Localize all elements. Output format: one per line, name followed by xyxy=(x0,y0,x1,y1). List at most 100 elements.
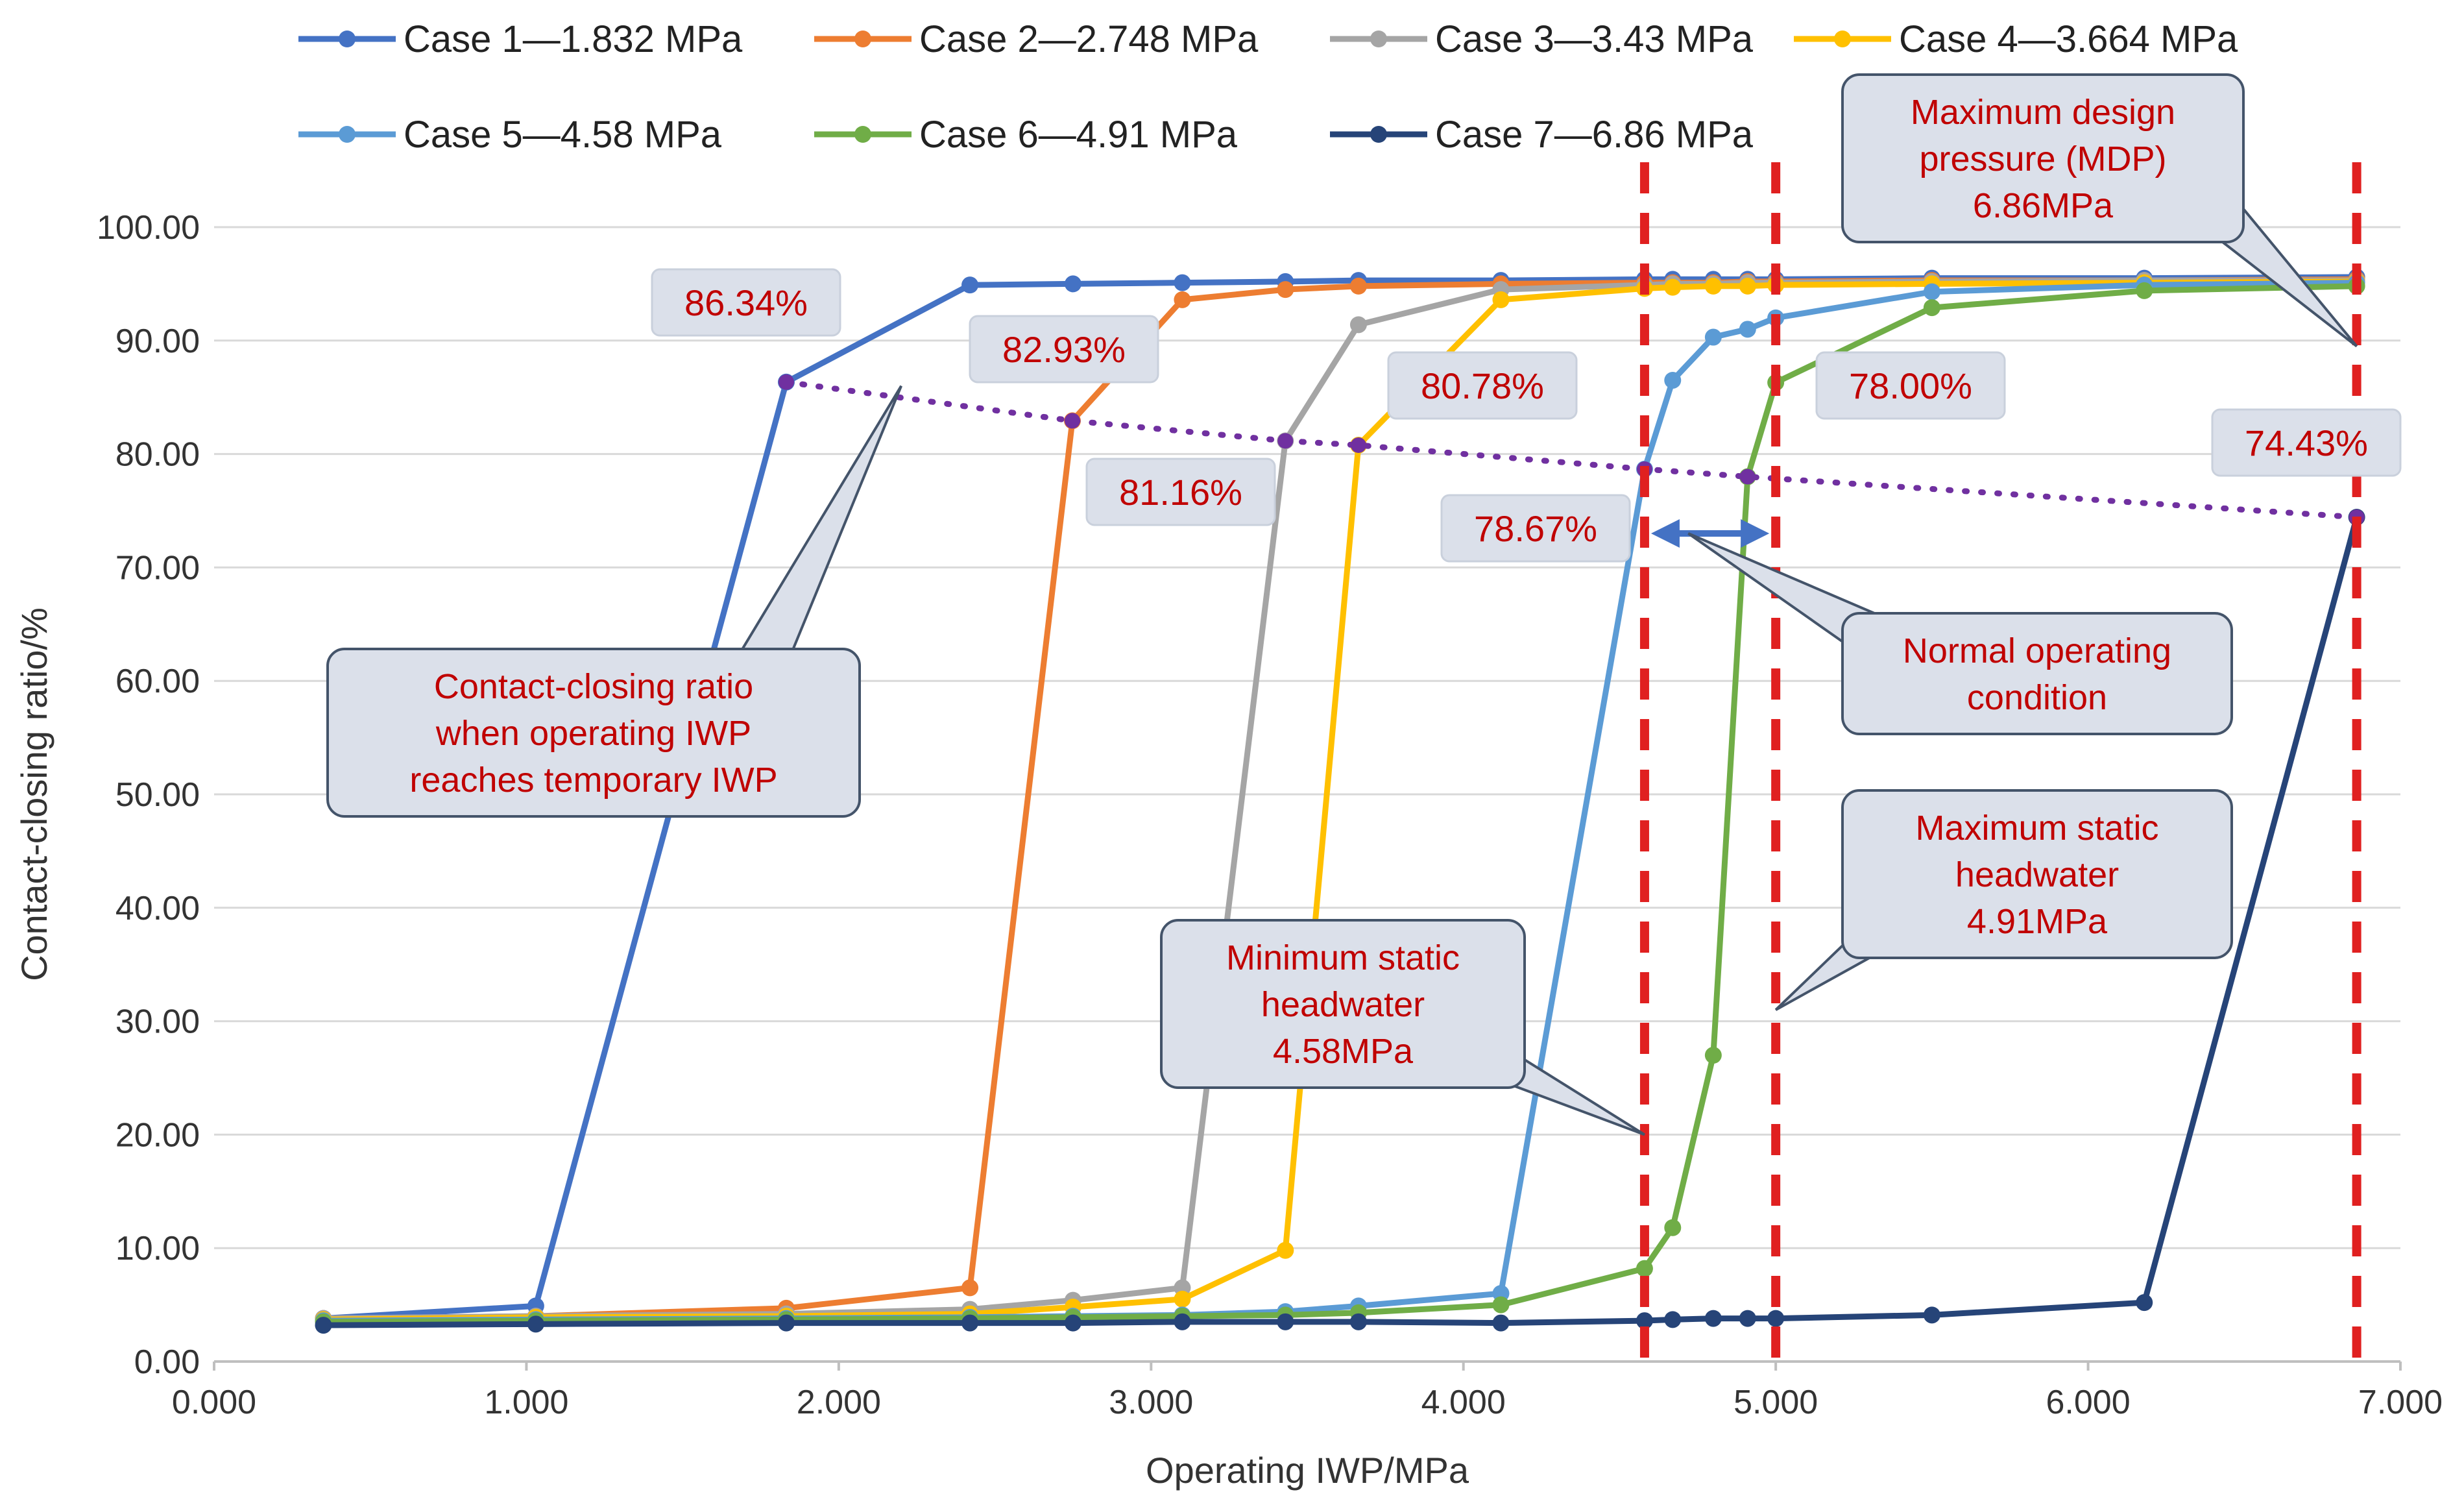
data-point-case-7 xyxy=(1174,1313,1191,1330)
y-tick-label: 90.00 xyxy=(115,323,200,360)
x-axis-title: Operating IWP/MPa xyxy=(1146,1450,1469,1491)
percent-label-text: 82.93% xyxy=(1002,329,1126,370)
legend-label: Case 4—3.664 MPa xyxy=(1899,18,2238,60)
callout-text-line: 4.91MPa xyxy=(1967,902,2108,941)
arrowhead-left xyxy=(1650,519,1680,548)
percent-label-box xyxy=(651,268,841,337)
legend-swatch-marker xyxy=(854,126,871,143)
data-point-case-7 xyxy=(527,1315,544,1333)
callout-text-line: Normal operating xyxy=(1903,631,2171,670)
data-point-case-2 xyxy=(1277,281,1294,299)
data-point-case-1 xyxy=(1064,275,1081,293)
percent-label-text: 78.00% xyxy=(1849,365,1972,406)
percent-label: 81.16% xyxy=(1085,458,1276,526)
callout-text-line: Maximum static xyxy=(1915,809,2158,848)
data-point-case-7 xyxy=(1064,1314,1081,1332)
percent-label: 78.67% xyxy=(1440,494,1631,563)
data-point-case-4 xyxy=(1739,277,1756,295)
data-point-case-7 xyxy=(1349,1313,1367,1330)
callout-text-line: headwater xyxy=(1261,985,1425,1024)
data-point-case-6 xyxy=(1704,1047,1722,1064)
data-point-case-2 xyxy=(1349,277,1367,295)
data-point-case-7 xyxy=(1923,1306,1940,1324)
callout-text-line: condition xyxy=(1967,678,2107,717)
y-tick-label: 20.00 xyxy=(115,1116,200,1154)
legend-item-case-5[interactable]: Case 5—4.58 MPa xyxy=(298,114,722,156)
legend-swatch-marker xyxy=(1370,31,1387,47)
legend-item-case-6[interactable]: Case 6—4.91 MPa xyxy=(814,114,1238,156)
x-tick-label: 6.000 xyxy=(2046,1384,2131,1421)
callout-text-line: Contact-closing ratio xyxy=(434,667,753,706)
percent-label-text: 74.43% xyxy=(2245,422,2368,463)
legend-label: Case 6—4.91 MPa xyxy=(919,114,1238,156)
percent-label-box xyxy=(1440,494,1631,563)
legend-swatch-marker xyxy=(1370,126,1387,143)
legend-label: Case 1—1.832 MPa xyxy=(404,18,743,60)
callout-normal: Normal operating condition xyxy=(1687,532,2233,735)
data-point-case-6 xyxy=(1492,1296,1510,1314)
data-point-case-6 xyxy=(1636,1260,1653,1277)
percent-label-box xyxy=(1085,458,1276,526)
callout-max_headwater: Maximum static headwater 4.91MPa xyxy=(1774,789,2233,1011)
legend-item-case-3[interactable]: Case 3—3.43 MPa xyxy=(1330,18,1754,60)
legend-item-case-1[interactable]: Case 1—1.832 MPa xyxy=(298,18,743,60)
percent-label-box xyxy=(1387,351,1578,420)
data-point-case-7 xyxy=(1636,1312,1653,1330)
temporary-iwp-point xyxy=(1350,437,1366,453)
percent-label-text: 80.78% xyxy=(1421,365,1544,406)
data-point-case-2 xyxy=(961,1279,979,1297)
percent-label-box xyxy=(2211,408,2402,477)
series-layer xyxy=(315,268,2365,1334)
callout-text-line: headwater xyxy=(1955,855,2119,894)
legend-swatch-marker xyxy=(339,31,356,47)
callout-box xyxy=(1841,612,2233,735)
data-point-case-7 xyxy=(315,1317,332,1334)
legend-item-case-2[interactable]: Case 2—2.748 MPa xyxy=(814,18,1259,60)
data-point-case-6 xyxy=(1664,1219,1682,1236)
legend-label: Case 5—4.58 MPa xyxy=(404,114,722,156)
callouts: Contact-closing ratio when operating IWP r… xyxy=(326,73,2358,1136)
callout-text-line: when operating IWP xyxy=(435,714,751,753)
x-tick-label: 2.000 xyxy=(797,1384,881,1421)
temporary-iwp-point xyxy=(1277,433,1294,449)
data-point-case-7 xyxy=(1704,1310,1722,1327)
y-tick-label: 0.00 xyxy=(134,1343,200,1381)
callout-text-line: reaches temporary IWP xyxy=(409,761,777,800)
legend-item-case-7[interactable]: Case 7—6.86 MPa xyxy=(1330,114,1754,156)
callout-min_headwater: Minimum static headwater 4.58MPa xyxy=(1160,919,1646,1136)
callout-mdp: Maximum design pressure (MDP) 6.86MPa xyxy=(1841,73,2358,348)
x-tick-label: 7.000 xyxy=(2358,1384,2443,1421)
data-point-case-5 xyxy=(1739,321,1756,338)
arrowhead-right xyxy=(1741,519,1770,548)
percent-label: 86.34% xyxy=(651,268,841,337)
legend[interactable]: Case 1—1.832 MPa Case 2—2.748 MPa Case 3—3… xyxy=(298,18,2238,156)
temporary-iwp-point xyxy=(1064,413,1080,429)
data-point-case-7 xyxy=(1739,1310,1756,1327)
data-point-case-2 xyxy=(1174,291,1191,308)
y-axis-title: Contact-closing ratio/% xyxy=(14,607,54,981)
x-tick-label: 0.000 xyxy=(172,1384,256,1421)
data-point-case-3 xyxy=(1349,316,1367,334)
temporary-iwp-point xyxy=(778,374,794,390)
data-point-case-4 xyxy=(1174,1290,1191,1308)
callout-text-line: Minimum static xyxy=(1226,938,1460,977)
y-tick-label: 60.00 xyxy=(115,663,200,700)
x-tick-label: 3.000 xyxy=(1109,1384,1193,1421)
data-point-case-1 xyxy=(961,276,979,294)
legend-label: Case 7—6.86 MPa xyxy=(1435,114,1754,156)
data-point-case-5 xyxy=(1704,328,1722,346)
callout-text-line: 6.86MPa xyxy=(1973,186,2114,225)
x-tick-label: 1.000 xyxy=(484,1384,568,1421)
data-point-case-5 xyxy=(1923,283,1940,300)
callout-box xyxy=(1841,789,2233,959)
x-tick-label: 4.000 xyxy=(1421,1384,1506,1421)
legend-swatch-marker xyxy=(854,31,871,47)
callout-text-line: pressure (MDP) xyxy=(1919,140,2166,178)
legend-item-case-4[interactable]: Case 4—3.664 MPa xyxy=(1794,18,2238,60)
y-tick-label: 50.00 xyxy=(115,776,200,814)
data-point-case-7 xyxy=(2136,1294,2153,1312)
percent-label-box xyxy=(969,315,1159,384)
data-point-case-5 xyxy=(1664,371,1682,389)
y-tick-label: 80.00 xyxy=(115,436,200,474)
data-point-case-7 xyxy=(1767,1310,1785,1327)
